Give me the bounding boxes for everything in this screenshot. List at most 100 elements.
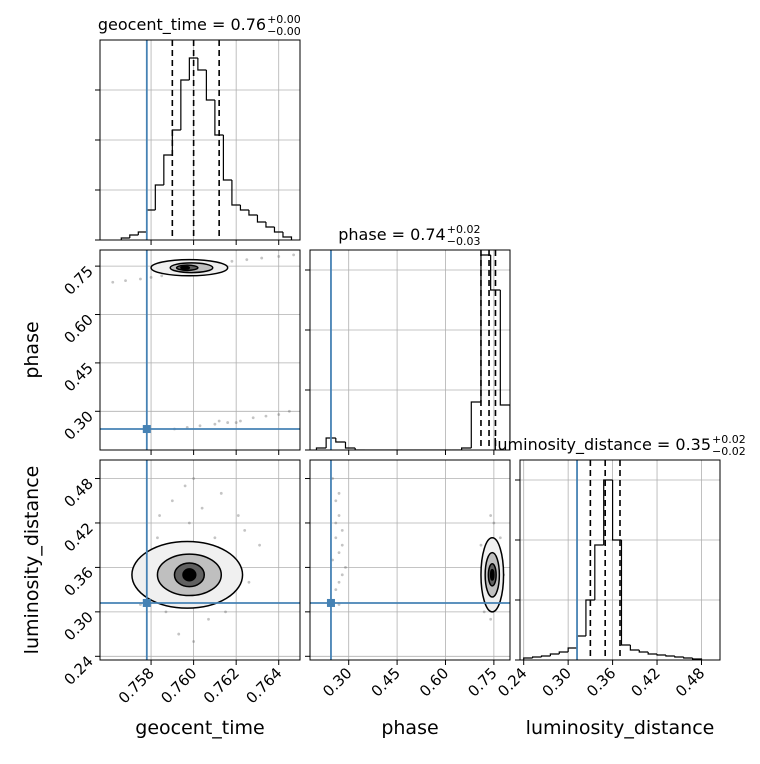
sample-point <box>185 426 189 429</box>
contour <box>180 265 191 270</box>
panel <box>95 39 301 245</box>
hist-bin <box>129 234 139 238</box>
sample-point <box>243 528 247 532</box>
sample-point <box>479 543 483 547</box>
sample-point <box>337 551 341 554</box>
y-tick-label: 0.36 <box>60 564 96 600</box>
hist-bin <box>531 656 542 658</box>
hist-bin <box>480 254 491 402</box>
x-axis-label: luminosity_distance <box>526 717 715 739</box>
sample-point <box>230 259 234 263</box>
title-upper: +0.02 <box>712 433 746 446</box>
sample-point <box>489 617 493 621</box>
frame <box>99 249 301 451</box>
sample-point <box>344 566 347 569</box>
x-tick-label: 0.48 <box>672 664 708 700</box>
hist-bin <box>638 650 649 653</box>
hist-bin <box>620 540 631 646</box>
plot-area <box>100 250 300 450</box>
sample-point <box>124 279 127 283</box>
hist-bin <box>325 437 336 448</box>
x-axis-label: geocent_time <box>135 717 264 739</box>
sample-point <box>277 413 281 416</box>
x-tick-label: 0.75 <box>464 664 500 700</box>
hist-bin <box>273 227 283 233</box>
sample-point <box>245 258 249 262</box>
hist-bin <box>256 215 266 223</box>
sample-point <box>111 280 115 284</box>
y-tick-label: 0.48 <box>60 475 96 511</box>
plot-area <box>100 40 300 240</box>
sample-point <box>247 580 251 584</box>
sample-point <box>334 499 338 503</box>
panel: 0.30 0.45 0.60 0.75 <box>305 459 511 700</box>
sample-point <box>226 421 230 424</box>
sample-point <box>337 491 341 495</box>
contour <box>182 568 197 582</box>
x-tick-label: 0.762 <box>200 664 243 707</box>
sample-point <box>292 253 296 257</box>
sample-point <box>264 414 268 418</box>
truth-marker <box>142 598 151 607</box>
sample-point <box>337 514 341 517</box>
sample-point <box>498 536 502 540</box>
hist-bin <box>171 129 181 155</box>
plot-area <box>310 250 510 450</box>
sample-point <box>340 543 344 547</box>
hist-bin <box>470 401 481 448</box>
x-tick-label: 0.760 <box>157 664 200 707</box>
x-tick-label: 0.764 <box>242 664 285 707</box>
x-tick-label: 0.36 <box>583 664 619 700</box>
hist-bin <box>594 544 604 600</box>
sample-point <box>170 499 174 503</box>
sample-point <box>260 256 264 260</box>
sample-point <box>236 514 240 517</box>
title-upper: +0.02 <box>447 223 481 236</box>
x-axis-label: phase <box>381 717 438 739</box>
hist-bin <box>490 255 501 291</box>
hist-bin <box>603 479 613 545</box>
hist-bin <box>683 657 693 659</box>
y-axis-label: phase <box>21 321 43 378</box>
frame <box>519 459 721 661</box>
hist-bin <box>585 599 595 636</box>
hist-bin <box>137 231 147 235</box>
sample-point <box>213 536 217 540</box>
frame <box>99 39 301 241</box>
hist-bin <box>461 447 472 450</box>
sample-point <box>334 536 338 540</box>
sample-point <box>258 543 261 547</box>
sample-point <box>160 274 164 278</box>
panel-title: luminosity_distance = 0.35 <box>493 435 711 455</box>
hist-bin <box>558 651 569 654</box>
sample-point <box>183 484 187 488</box>
hist-bin <box>163 154 173 185</box>
sample-point <box>337 580 341 584</box>
hist-bin <box>344 442 356 449</box>
title-upper: +0.00 <box>267 13 301 26</box>
sample-point <box>139 277 142 281</box>
x-tick-label: 0.30 <box>539 664 575 700</box>
hist-bin <box>315 447 327 450</box>
title-lower: −0.03 <box>447 235 481 248</box>
frame <box>99 459 301 661</box>
panel: 0.30 0.45 0.60 0.75 <box>60 249 301 455</box>
plot-area <box>520 460 720 660</box>
sample-point <box>207 617 210 621</box>
hist-bin <box>335 438 346 443</box>
sample-point <box>334 588 338 592</box>
panel: 0.24 0.30 0.36 0.42 0.48 <box>494 459 721 700</box>
sample-point <box>200 506 204 510</box>
sample-point <box>156 536 159 540</box>
sample-point <box>177 632 181 636</box>
hist-bin <box>629 645 640 651</box>
sample-point <box>489 514 493 517</box>
y-tick-label: 0.60 <box>60 311 96 347</box>
y-tick-label: 0.24 <box>60 652 96 688</box>
sample-point <box>482 610 486 614</box>
title-lower: −0.00 <box>267 25 301 38</box>
hist-bin <box>214 100 224 136</box>
x-tick-label: 0.758 <box>115 664 158 707</box>
